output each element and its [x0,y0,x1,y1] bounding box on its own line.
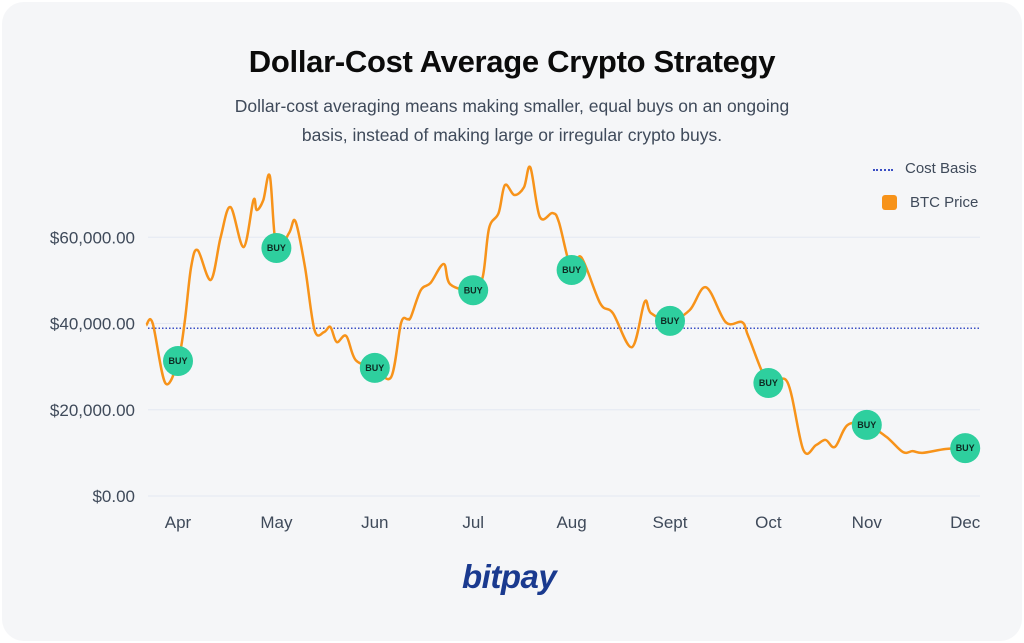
buy-marker [753,368,784,399]
x-tick-label: Oct [755,513,782,532]
x-tick-label: May [260,513,293,532]
buy-marker [359,352,390,383]
x-tick-label: Nov [852,513,883,532]
x-tick-label: Jun [361,513,388,532]
x-tick-label: Jul [462,513,484,532]
chart-subtitle: Dollar-cost averaging means making small… [234,96,790,145]
x-tick-label: Dec [950,513,981,532]
buy-marker [163,346,193,377]
buy-marker-label: BUY [267,243,286,253]
legend-cost-basis-swatch [873,169,893,171]
btc-price-line [145,165,966,456]
buy-marker-label: BUY [562,265,581,275]
buy-marker-label: BUY [365,363,384,373]
buy-marker-label: BUY [660,316,679,326]
buy-marker-label: BUY [759,378,778,388]
buy-marker [655,305,685,336]
buy-marker-label: BUY [168,356,187,366]
y-tick-label: $20,000.00 [50,401,135,420]
bitpay-logo: bitpay [462,558,557,595]
legend-cost-basis-label: Cost Basis [905,160,977,177]
buy-marker [950,433,981,464]
y-tick-label: $40,000.00 [50,315,135,334]
x-tick-label: Sept [653,513,688,532]
buy-marker-label: BUY [857,420,876,430]
y-tick-label: $60,000.00 [50,228,135,247]
legend-btc-price-label: BTC Price [910,194,979,211]
legend-btc-price-swatch [882,195,897,210]
buy-marker-label: BUY [464,285,483,295]
buy-marker [261,233,292,264]
chart-title: Dollar-Cost Average Crypto Strategy [248,44,776,79]
y-tick-label: $0.00 [92,487,135,506]
x-tick-label: Apr [165,513,192,532]
buy-marker [458,275,489,306]
buy-marker [851,409,882,440]
x-tick-label: Aug [556,513,586,532]
buy-marker [556,255,587,286]
buy-marker-label: BUY [956,443,975,453]
